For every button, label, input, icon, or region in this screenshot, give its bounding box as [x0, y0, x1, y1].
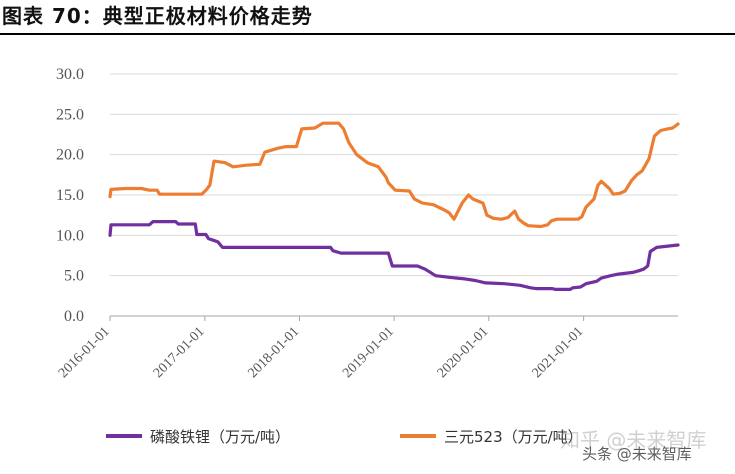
y-tick-label: 20.0 — [56, 147, 84, 164]
y-tick-label: 15.0 — [56, 187, 84, 204]
y-tick-label: 25.0 — [56, 106, 84, 123]
x-tick-label: 2019-01-01 — [340, 324, 397, 381]
title-divider — [0, 33, 735, 35]
x-tick-label: 2016-01-01 — [56, 324, 113, 381]
x-tick-label: 2018-01-01 — [246, 324, 303, 381]
legend-label-1: 磷酸铁锂（万元/吨） — [150, 428, 290, 446]
x-tick-label: 2021-01-01 — [530, 324, 587, 381]
x-tick-label: 2020-01-01 — [435, 324, 492, 381]
y-tick-label: 30.0 — [56, 66, 84, 83]
legend-label-2: 三元523（万元/吨） — [444, 428, 583, 446]
y-tick-label: 10.0 — [56, 227, 84, 244]
series-line-1 — [108, 220, 680, 291]
series-line-2 — [108, 121, 680, 229]
x-tick-label: 2017-01-01 — [151, 324, 208, 381]
y-tick-label: 5.0 — [64, 268, 84, 285]
y-tick-label: 0.0 — [64, 308, 84, 325]
figure-title: 图表 70：典型正极材料价格走势 — [2, 4, 313, 28]
